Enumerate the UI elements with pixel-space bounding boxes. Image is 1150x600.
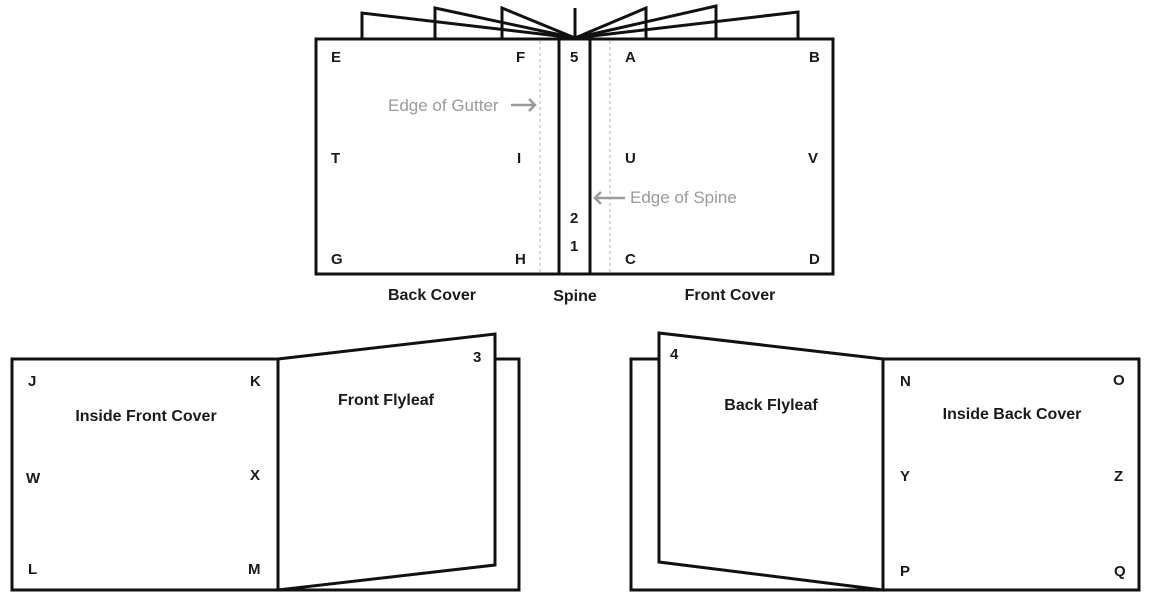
label-Z: Z	[1114, 468, 1123, 485]
label-I: I	[517, 150, 521, 167]
label-X: X	[250, 467, 260, 484]
edge-of-gutter-label: Edge of Gutter	[388, 96, 499, 115]
label-Y: Y	[900, 468, 910, 485]
label-2: 2	[570, 210, 578, 227]
label-1: 1	[570, 238, 578, 255]
label-E: E	[331, 49, 341, 66]
inside-back-cover-panel	[881, 357, 1141, 592]
edge-of-gutter-arrow-icon	[511, 98, 537, 112]
label-B: B	[809, 49, 820, 66]
label-A: A	[625, 49, 636, 66]
label-U: U	[625, 150, 636, 167]
back-flyleaf-title: Back Flyleaf	[724, 397, 818, 414]
front-cover-panel	[588, 37, 835, 276]
back-flyleaf-panel	[657, 331, 885, 592]
edge-of-spine-arrow-icon	[593, 191, 625, 205]
label-F: F	[516, 49, 525, 66]
label-H: H	[515, 251, 526, 268]
label-K: K	[250, 373, 261, 390]
label-G: G	[331, 251, 343, 268]
label-W: W	[26, 470, 41, 487]
label-V: V	[808, 150, 818, 167]
spine-title: Spine	[553, 288, 597, 305]
label-J: J	[28, 373, 36, 390]
inside-front-spread: J K W X L M 3 Inside Front Cover Front F…	[10, 332, 521, 592]
open-book-cover: E F T I G H 5 2 1 A B U V C D Edge of Gu…	[314, 4, 835, 305]
inside-front-cover-title: Inside Front Cover	[75, 408, 216, 425]
label-T: T	[331, 150, 340, 167]
label-P: P	[900, 563, 910, 580]
back-cover-panel	[314, 37, 561, 276]
fanned-pages	[360, 4, 800, 40]
inside-front-cover-panel	[10, 357, 280, 592]
front-cover-title: Front Cover	[685, 287, 776, 304]
label-L: L	[28, 561, 37, 578]
label-D: D	[809, 251, 820, 268]
label-N: N	[900, 373, 911, 390]
label-O: O	[1113, 372, 1125, 389]
front-flyleaf-title: Front Flyleaf	[338, 392, 435, 409]
inside-back-spread: 4 N O Y Z P Q Back Flyleaf Inside Back C…	[629, 331, 1141, 592]
label-C: C	[625, 251, 636, 268]
label-4: 4	[670, 346, 679, 363]
edge-of-spine-label: Edge of Spine	[630, 188, 737, 207]
back-cover-title: Back Cover	[388, 287, 476, 304]
label-5: 5	[570, 49, 578, 66]
inside-back-cover-title: Inside Back Cover	[943, 406, 1082, 423]
front-flyleaf-panel	[276, 332, 497, 592]
label-3: 3	[473, 349, 481, 366]
label-M: M	[248, 561, 261, 578]
label-Q: Q	[1114, 563, 1126, 580]
